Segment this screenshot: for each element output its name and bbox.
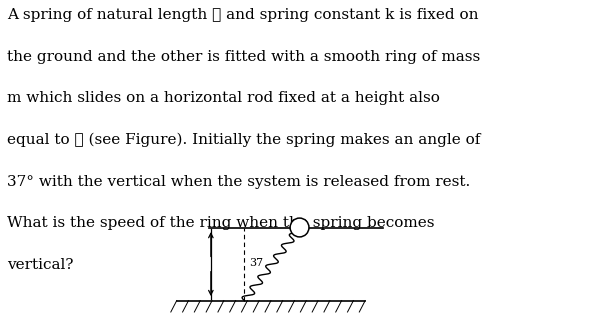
Text: equal to ℓ (see Figure). Initially the spring makes an angle of: equal to ℓ (see Figure). Initially the s…	[7, 133, 481, 147]
Text: m which slides on a horizontal rod fixed at a height also: m which slides on a horizontal rod fixed…	[7, 91, 440, 105]
Text: A spring of natural length ℓ and spring constant k is fixed on: A spring of natural length ℓ and spring …	[7, 8, 479, 22]
Ellipse shape	[290, 218, 309, 237]
Text: 37° with the vertical when the system is released from rest.: 37° with the vertical when the system is…	[7, 175, 471, 188]
Text: the ground and the other is fitted with a smooth ring of mass: the ground and the other is fitted with …	[7, 50, 480, 64]
Text: vertical?: vertical?	[7, 258, 74, 272]
Text: What is the speed of the ring when the spring becomes: What is the speed of the ring when the s…	[7, 216, 435, 230]
Text: 37: 37	[249, 258, 263, 267]
